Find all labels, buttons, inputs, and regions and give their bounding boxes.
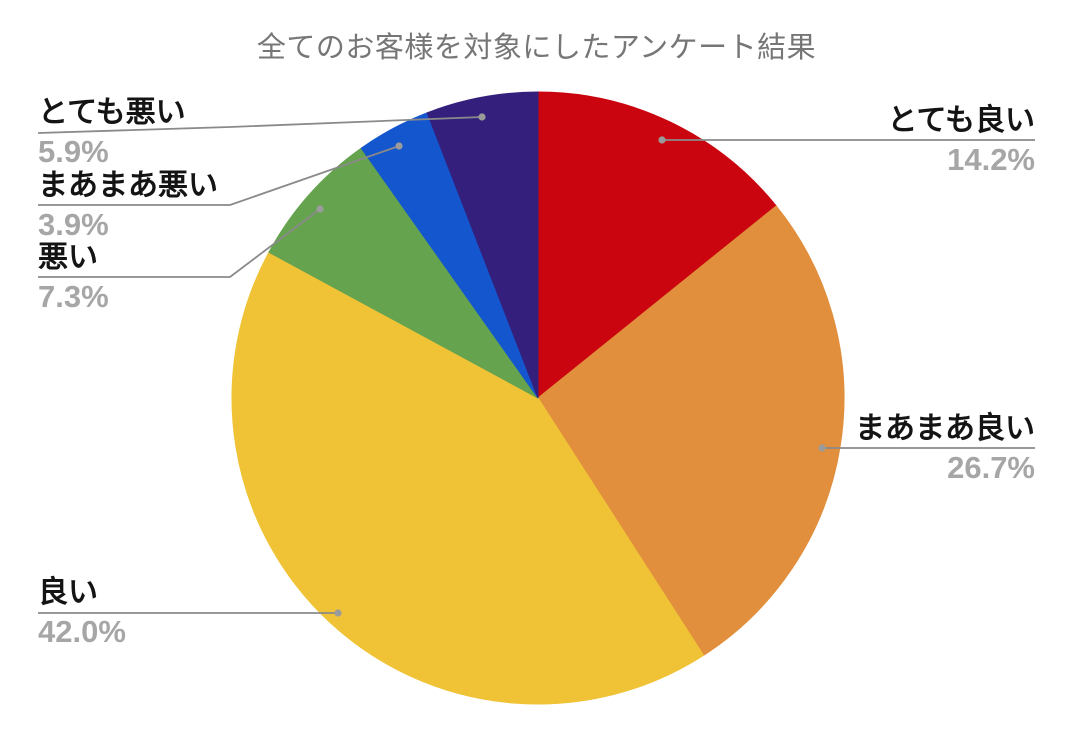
leader-dot-bad [316, 205, 324, 213]
callout-somewhat-bad: まあまあ悪い 3.9% [38, 167, 218, 243]
leader-dot-very-good [658, 136, 666, 144]
slice-label-bad: 悪い [38, 241, 98, 274]
callout-bad: 悪い 7.3% [38, 239, 109, 315]
leader-dot-somewhat-good [818, 444, 826, 452]
callout-very-bad: とても悪い 5.9% [38, 94, 186, 170]
leader-dot-good [334, 609, 342, 617]
leader-line-very-bad [37, 116, 483, 134]
slice-label-somewhat-bad: まあまあ悪い [38, 169, 218, 202]
leader-dot-somewhat-bad [395, 142, 403, 150]
callout-very-good: とても良い 14.2% [887, 102, 1035, 178]
slice-pct-somewhat-bad: 3.9% [38, 207, 109, 242]
callout-good: 良い 42.0% [38, 574, 126, 650]
slice-label-good: 良い [38, 576, 98, 609]
chart-title: 全てのお客様を対象にしたアンケート結果 [256, 32, 817, 64]
slice-pct-bad: 7.3% [38, 279, 109, 314]
leader-lines [37, 113, 1035, 617]
slice-pct-somewhat-good: 26.7% [947, 450, 1035, 485]
pie-slices [231, 91, 845, 705]
slice-pct-very-bad: 5.9% [38, 134, 109, 169]
slice-label-very-good: とても良い [887, 104, 1035, 137]
leader-dot-very-bad [478, 113, 486, 121]
callout-somewhat-good: まあまあ良い 26.7% [855, 410, 1035, 486]
pie-slice-good [231, 251, 705, 705]
pie-slice-very-bad [426, 91, 539, 399]
slice-pct-very-good: 14.2% [947, 142, 1035, 177]
leader-line-somewhat-bad [38, 145, 400, 206]
slice-pct-good: 42.0% [38, 614, 126, 649]
slice-label-very-bad: とても悪い [38, 96, 186, 129]
leader-line-bad [38, 208, 321, 278]
pie-slice-very-good [537, 91, 777, 400]
pie-slice-bad [268, 147, 539, 399]
slice-label-somewhat-good: まあまあ良い [855, 412, 1035, 445]
pie-slice-somewhat-good [537, 205, 845, 657]
